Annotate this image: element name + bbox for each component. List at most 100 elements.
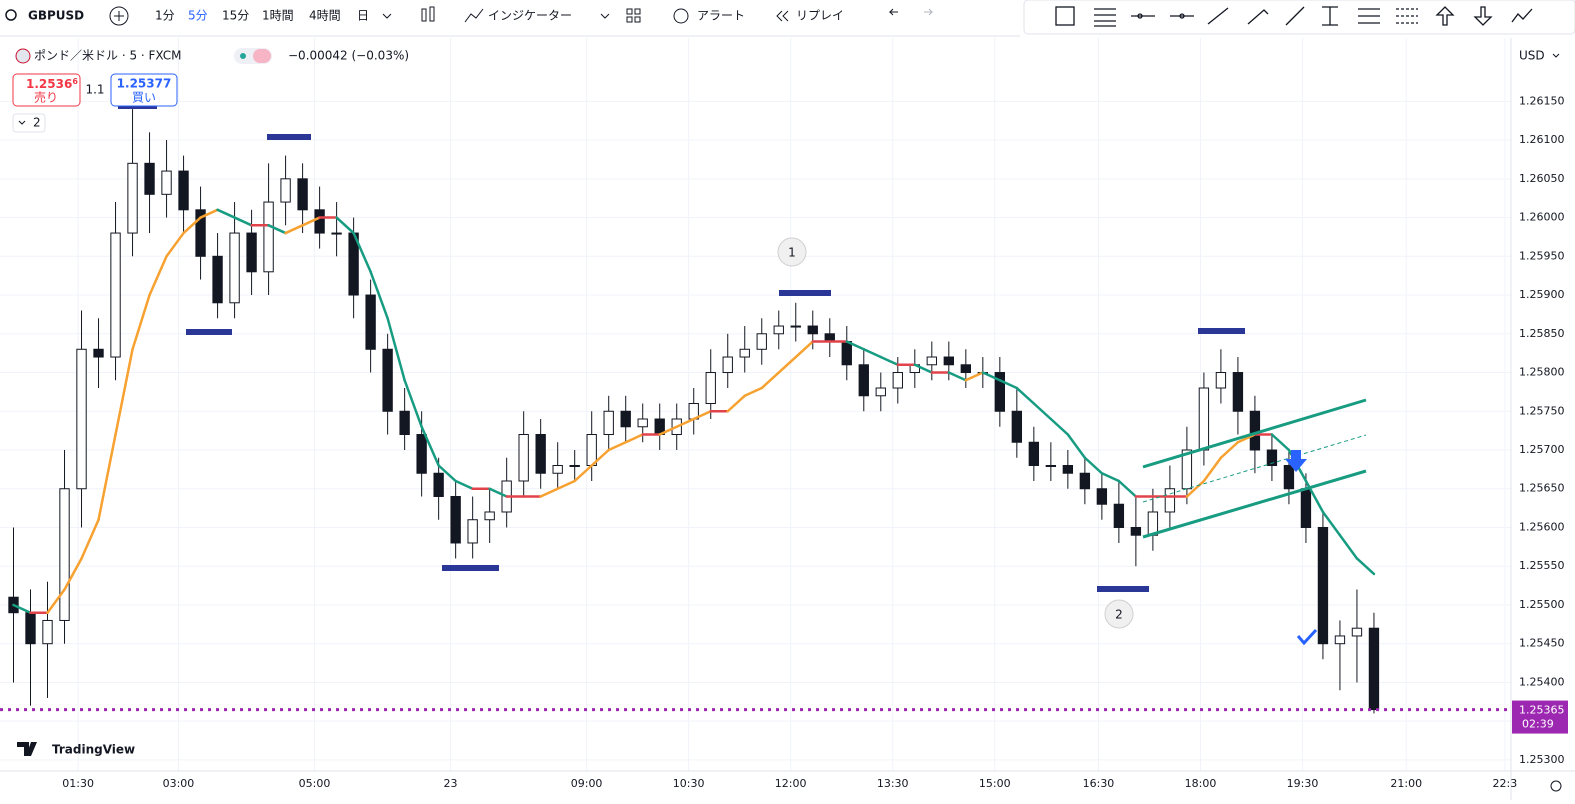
flag-icon — [15, 48, 31, 64]
candle-body — [93, 348, 104, 358]
ma-segment — [63, 557, 83, 591]
candle-body — [637, 418, 648, 428]
last-price-box — [1512, 700, 1568, 734]
tool[interactable] — [1207, 7, 1229, 25]
chart-type-icon — [429, 6, 435, 22]
chevron[interactable] — [600, 13, 610, 19]
candle-body — [25, 612, 36, 645]
ma-segment — [1015, 386, 1036, 405]
tool[interactable] — [1473, 6, 1493, 26]
redo[interactable] — [924, 8, 934, 16]
ma-segment — [675, 417, 695, 429]
candle-body — [994, 372, 1006, 412]
chevron[interactable] — [382, 13, 392, 19]
ma-segment — [1083, 456, 1104, 475]
tool[interactable] — [1247, 9, 1269, 25]
ma-segment — [437, 464, 457, 483]
x-tick-label: 23 — [444, 777, 458, 790]
candle-body — [943, 356, 954, 366]
sell-button[interactable] — [12, 73, 81, 107]
candle-body — [858, 364, 869, 397]
marker — [779, 290, 831, 296]
tool[interactable] — [1285, 6, 1305, 26]
tool[interactable] — [1055, 6, 1075, 26]
settings-icon[interactable] — [1550, 780, 1562, 792]
undo[interactable] — [888, 8, 898, 16]
tool[interactable] — [1094, 8, 1116, 27]
tool[interactable] — [1322, 6, 1338, 26]
ma-segment — [454, 479, 474, 490]
ma-segment — [1304, 479, 1325, 514]
x-tick-label: 01:30 — [62, 777, 94, 790]
candle-body — [773, 325, 784, 335]
watermark: TradingView — [17, 742, 135, 757]
interval[interactable]: 15分 — [222, 9, 249, 23]
chevron — [18, 120, 26, 125]
chevron[interactable] — [1552, 53, 1560, 58]
replay-icon[interactable] — [776, 10, 789, 22]
axes: 1.26150 1.26100 1.26050 1.26000 1.25950 1.259… — [62, 94, 1568, 790]
interval[interactable]: 1分 — [155, 9, 175, 23]
symbol[interactable]: GBPUSD — [28, 9, 84, 23]
candle-body — [1215, 372, 1227, 389]
candle-body — [841, 341, 852, 366]
ma-segment — [1321, 510, 1342, 537]
x-tick-label: 15:00 — [979, 777, 1011, 790]
y-tick-label: 1.25500 — [1519, 598, 1565, 611]
interval[interactable]: 1時間 — [262, 9, 294, 23]
interval[interactable]: 4時間 — [309, 9, 341, 23]
annotation-label: 1 — [788, 246, 796, 260]
indicator-icon[interactable] — [464, 8, 484, 23]
tool[interactable] — [1358, 8, 1380, 24]
down-arrow — [1285, 450, 1307, 472]
candle-body — [280, 178, 291, 203]
indicator-toggle[interactable] — [12, 113, 46, 133]
add-symbol[interactable] — [109, 6, 129, 26]
ma-segment — [284, 224, 304, 235]
candle-body — [1045, 464, 1057, 467]
y-tick-label: 1.26000 — [1519, 211, 1565, 224]
ma-segment — [573, 464, 593, 483]
replay[interactable]: リプレイ — [796, 9, 844, 23]
candle-body — [1249, 410, 1261, 451]
ma-segment — [539, 487, 559, 498]
layout-icon[interactable] — [626, 8, 641, 23]
tool[interactable] — [1435, 6, 1455, 26]
interval[interactable]: 日 — [357, 9, 369, 23]
y-tick-label: 1.25700 — [1519, 443, 1565, 456]
candle-body — [382, 348, 393, 412]
ma-segment — [964, 371, 985, 382]
ma-segment — [1185, 479, 1206, 498]
alert-icon[interactable] — [673, 8, 689, 24]
buy-button[interactable] — [110, 73, 178, 107]
indicators[interactable]: インジケーター — [488, 9, 572, 23]
alert[interactable]: アラート — [697, 9, 745, 23]
candle-body — [110, 232, 121, 358]
interval-active[interactable]: 5分 — [188, 9, 208, 23]
currency[interactable]: USD — [1519, 49, 1545, 63]
ma-segment — [1066, 433, 1087, 460]
candle-body — [450, 495, 461, 544]
y-tick-label: 1.25900 — [1519, 288, 1565, 301]
candle-body — [1266, 449, 1278, 466]
marker — [267, 134, 311, 140]
tool[interactable] — [1396, 8, 1418, 24]
x-tick-label: 12:00 — [775, 777, 807, 790]
candle-body — [569, 464, 580, 467]
ma-segment — [1049, 417, 1070, 436]
ma-segment — [165, 231, 185, 258]
candle-body — [229, 232, 240, 304]
tool[interactable] — [1511, 8, 1533, 23]
ma-segment — [12, 603, 32, 614]
symbol-title: ポンド／米ドル · 5 · FXCM — [34, 49, 182, 63]
candle-body — [1368, 627, 1380, 711]
chart-type-icon[interactable] — [421, 8, 427, 22]
candle-body — [1164, 488, 1176, 513]
ma-segment — [369, 270, 389, 320]
candle-body — [960, 364, 971, 374]
y-tick-label: 1.25850 — [1519, 327, 1565, 340]
search-icon[interactable] — [5, 9, 17, 21]
candle-body — [552, 464, 563, 474]
candle-body — [1079, 472, 1091, 490]
candle-body — [1096, 488, 1108, 505]
